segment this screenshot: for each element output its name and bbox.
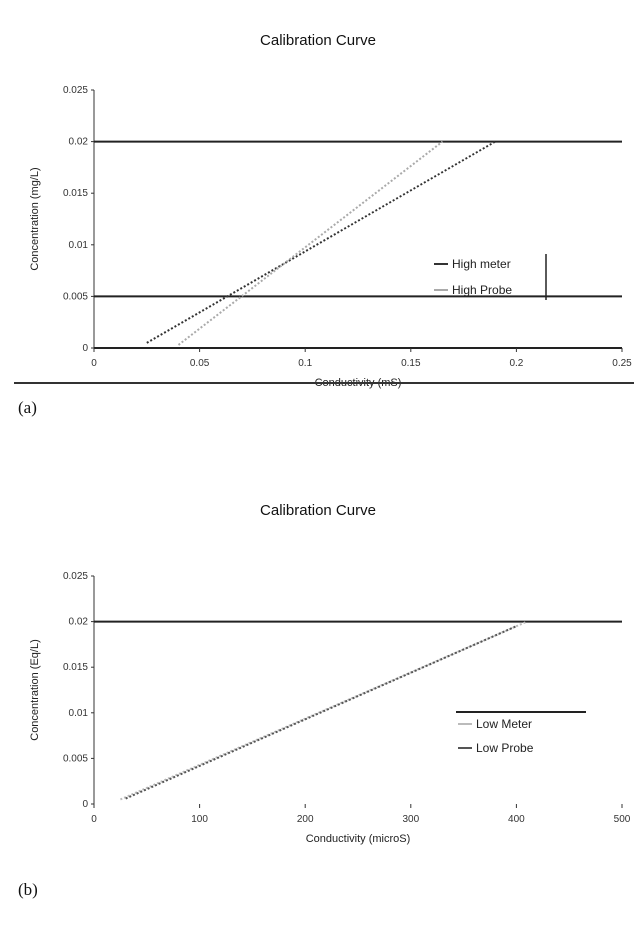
x-tick-label: 0.05 [190,358,210,369]
panel-label-b: (b) [18,880,38,899]
x-tick-label: 200 [297,814,314,825]
x-tick-label: 0 [91,358,97,369]
series-line-0 [146,140,496,344]
chart-title: Calibration Curve [260,32,376,49]
y-tick-label: 0.005 [63,753,88,764]
y-tick-label: 0.02 [69,617,89,628]
chart-panel-b: Calibration Curve 0 0.005 0.01 0.015 0.02 0.0… [0,480,636,845]
y-axis-title: Concentration (mg/L) [29,167,41,270]
x-tick-label: 0.15 [401,358,421,369]
y-tick-label: 0 [82,343,88,354]
x-tick-label: 300 [402,814,419,825]
y-tick-label: 0.005 [63,291,88,302]
y-tick-label: 0 [82,799,88,810]
panel-separator [14,382,634,384]
x-tick-label: 0.1 [298,358,312,369]
x-tick-label: 0.2 [509,358,523,369]
y-tick-label: 0.02 [69,137,89,148]
y-tick-label: 0.025 [63,85,88,96]
x-tick-label: 0.25 [612,358,632,369]
legend-label: Low Meter [476,717,532,731]
x-tick-label: 400 [508,814,525,825]
legend-label: High meter [452,257,511,271]
y-tick-label: 0.01 [69,708,89,719]
legend-label: Low Probe [476,741,534,755]
y-tick-label: 0.015 [63,188,88,199]
series-line-1 [177,140,444,346]
y-tick-label: 0.025 [63,571,88,582]
legend-label: High Probe [452,283,512,297]
chart-b-svg: 0 0.005 0.01 0.015 0.02 0.025 0 100 200 300 400 500… [29,571,631,845]
x-tick-label: 500 [614,814,631,825]
chart-panel-a: Calibration Curve 0 0.005 0.01 0.015 0.02 0.0… [0,0,636,395]
y-tick-label: 0.015 [63,662,88,673]
chart-title: Calibration Curve [260,502,376,519]
x-tick-label: 0 [91,814,97,825]
series-line-1 [125,625,517,800]
x-tick-label: 100 [191,814,208,825]
y-axis-title: Concentration (Eq/L) [29,639,41,741]
panel-label-a: (a) [18,398,37,417]
x-axis-title: Conductivity (microS) [306,833,411,845]
chart-a-svg: 0 0.005 0.01 0.015 0.02 0.025 0 0.05 0.1 0.15 0.2 0… [29,85,632,389]
y-tick-label: 0.01 [69,240,89,251]
